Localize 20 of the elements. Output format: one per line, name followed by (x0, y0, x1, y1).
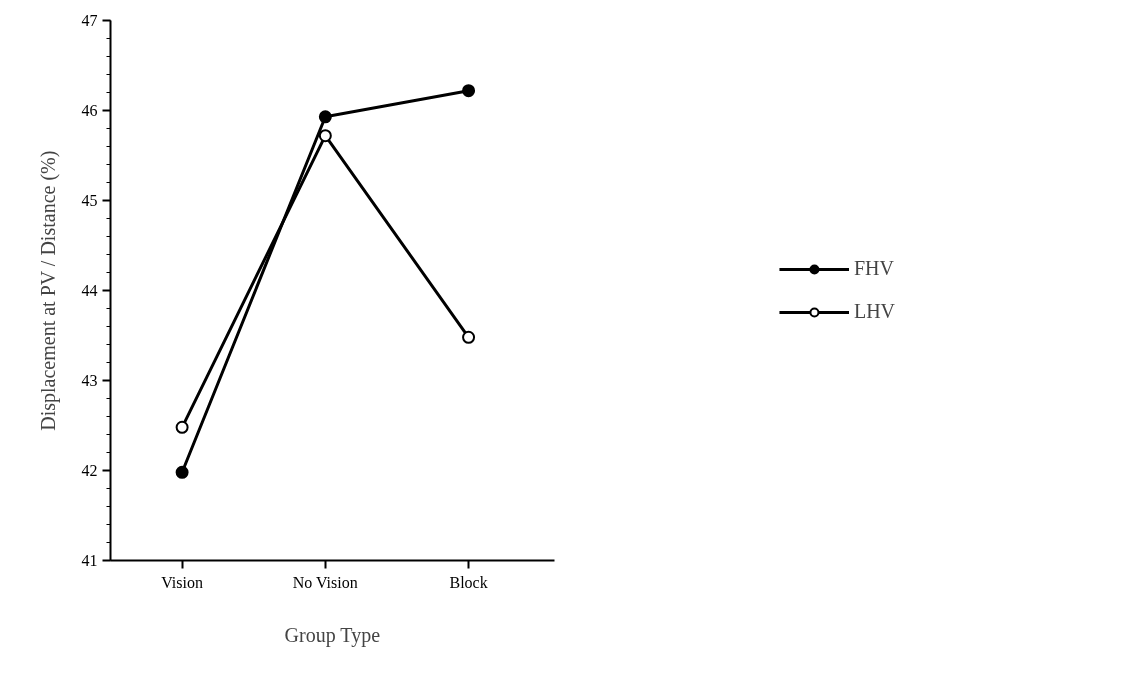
y-tick-label: 42 (81, 462, 98, 479)
y-tick-label: 45 (81, 192, 98, 209)
point (175, 420, 189, 434)
point (318, 110, 332, 124)
y-tick-label: 46 (81, 102, 98, 119)
x-tick-label: Block (449, 573, 488, 591)
point (318, 129, 332, 143)
y-tick-label: 47 (81, 12, 98, 29)
legend-label: LHV (853, 300, 896, 323)
legend-label: FHV (853, 257, 894, 280)
y-tick-label: 41 (81, 552, 98, 569)
y-tick-label: 44 (81, 282, 98, 299)
point (175, 465, 189, 479)
point (462, 84, 476, 98)
point (462, 330, 476, 344)
y-axis-title: Displacement at PV / Distance (%) (36, 150, 60, 431)
y-tick-label: 43 (81, 372, 98, 389)
x-axis-title: Group Type (284, 623, 381, 647)
x-tick-label: No Vision (292, 573, 358, 591)
x-tick-label: Vision (161, 573, 203, 591)
